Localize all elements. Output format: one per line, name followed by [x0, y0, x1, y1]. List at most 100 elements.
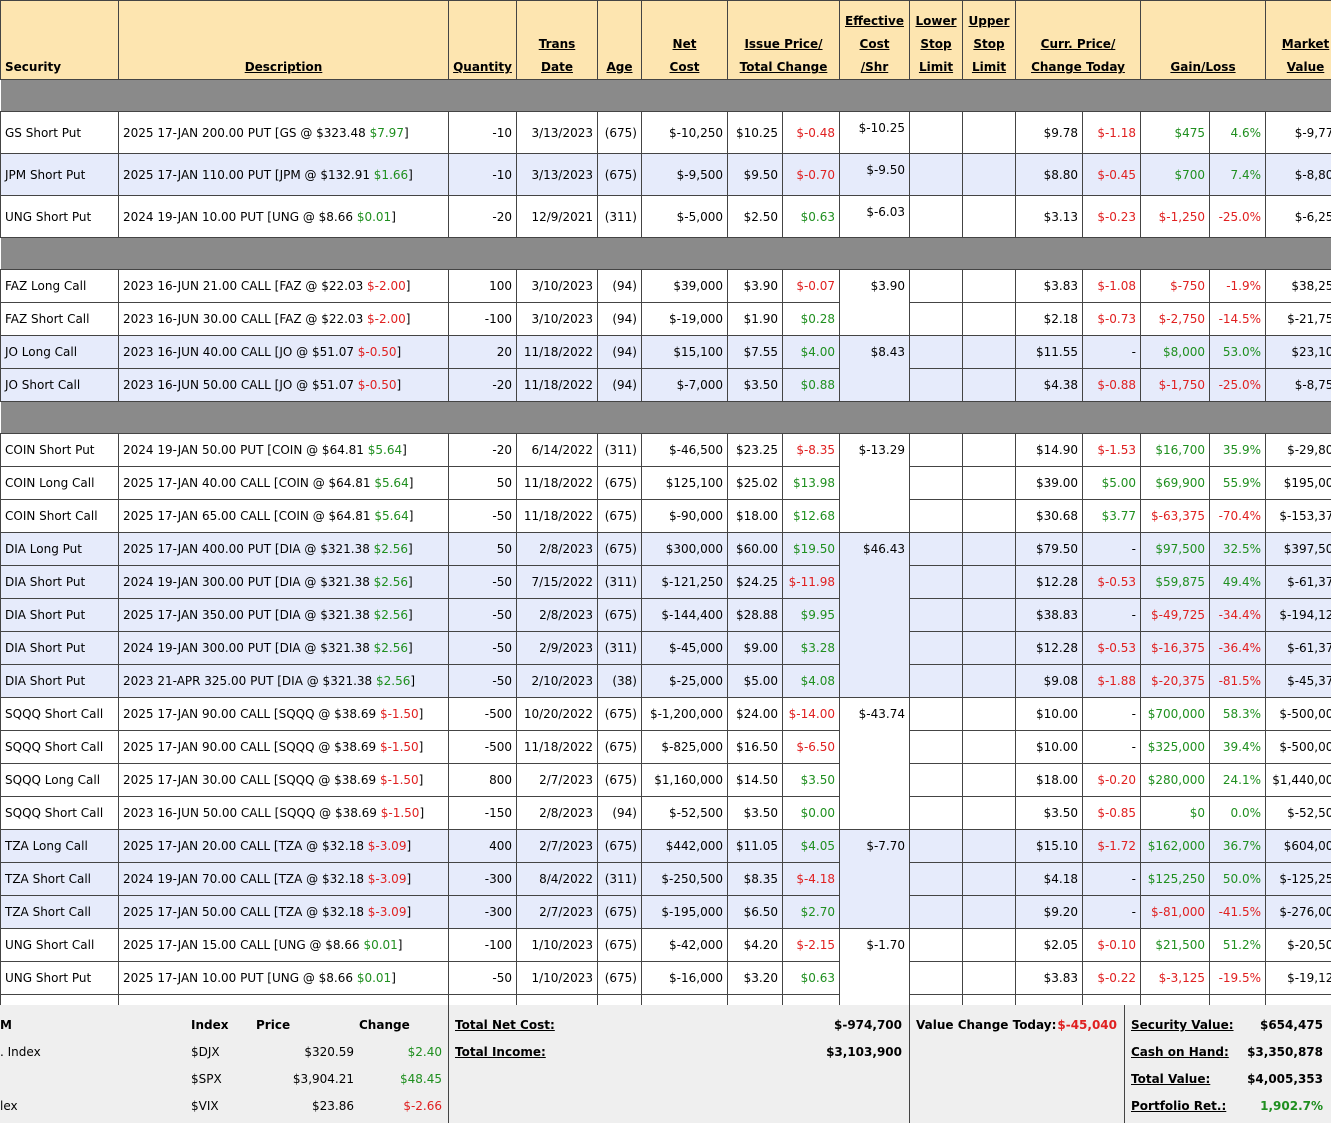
col-trans-date[interactable]: Trans Date [516, 0, 598, 80]
col-net-cost[interactable]: Net Cost [641, 0, 728, 80]
col-issue-price[interactable]: Issue Price/Total Change [727, 0, 840, 80]
lower-stop-limit[interactable] [909, 499, 963, 533]
lower-stop-limit[interactable] [909, 796, 963, 830]
lower-stop-limit[interactable] [909, 598, 963, 632]
security-name[interactable]: DIA Short Put [0, 598, 119, 632]
lower-stop-limit[interactable] [909, 302, 963, 336]
upper-stop-limit[interactable] [962, 499, 1016, 533]
lower-stop-limit[interactable] [909, 895, 963, 929]
position-row[interactable]: FAZ Long Call 2023 16-JUN 21.00 CALL [FAZ… [0, 269, 1331, 336]
position-row[interactable]: COIN Long Call 2025 17-JAN 40.00 CALL [CO… [0, 466, 1331, 500]
position-row[interactable]: DIA Long Put 2025 17-JAN 400.00 PUT [DIA … [0, 532, 1331, 698]
upper-stop-limit[interactable] [962, 153, 1016, 196]
position-row[interactable]: GS Short Put 2025 17-JAN 200.00 PUT [GS @… [0, 111, 1331, 154]
upper-stop-limit[interactable] [962, 598, 1016, 632]
security-name[interactable]: JO Long Call [0, 335, 119, 369]
upper-stop-limit[interactable] [962, 697, 1016, 731]
security-name[interactable]: DIA Short Put [0, 664, 119, 698]
security-name[interactable]: DIA Short Put [0, 565, 119, 599]
upper-stop-limit[interactable] [962, 111, 1016, 154]
col-gain-loss[interactable]: Gain/Loss [1139, 0, 1267, 80]
position-row[interactable]: SQQQ Short Call 2025 17-JAN 90.00 CALL [S… [0, 730, 1331, 764]
upper-stop-limit[interactable] [962, 961, 1016, 995]
security-name[interactable]: SQQQ Long Call [0, 763, 119, 797]
lower-stop-limit[interactable] [909, 862, 963, 896]
upper-stop-limit[interactable] [962, 664, 1016, 698]
upper-stop-limit[interactable] [962, 466, 1016, 500]
position-row[interactable]: DIA Short Put 2024 19-JAN 300.00 PUT [DIA… [0, 565, 1331, 599]
security-name[interactable]: FAZ Short Call [0, 302, 119, 336]
security-name[interactable]: SQQQ Short Call [0, 697, 119, 731]
upper-stop-limit[interactable] [962, 565, 1016, 599]
lower-stop-limit[interactable] [909, 269, 963, 303]
upper-stop-limit[interactable] [962, 302, 1016, 336]
lower-stop-limit[interactable] [909, 335, 963, 369]
position-row[interactable]: DIA Short Put 2023 21-APR 325.00 PUT [DIA… [0, 664, 1331, 698]
col-age[interactable]: Age [597, 0, 642, 80]
lower-stop-limit[interactable] [909, 368, 963, 402]
lower-stop-limit[interactable] [909, 730, 963, 764]
upper-stop-limit[interactable] [962, 433, 1016, 467]
lower-stop-limit[interactable] [909, 697, 963, 731]
col-upper-stop[interactable]: Upper Stop Limit [962, 0, 1016, 80]
position-row[interactable]: UNG Short Put 2024 19-JAN 10.00 PUT [UNG … [0, 195, 1331, 238]
security-name[interactable]: UNG Short Put [0, 195, 119, 238]
lower-stop-limit[interactable] [909, 433, 963, 467]
position-row[interactable]: COIN Short Put 2024 19-JAN 50.00 PUT [COI… [0, 433, 1331, 533]
lower-stop-limit[interactable] [909, 195, 963, 238]
position-row[interactable]: COIN Short Call 2025 17-JAN 65.00 CALL [C… [0, 499, 1331, 533]
lower-stop-limit[interactable] [909, 565, 963, 599]
lower-stop-limit[interactable] [909, 763, 963, 797]
security-name[interactable]: GS Short Put [0, 111, 119, 154]
position-row[interactable]: UNG Short Call 2025 17-JAN 15.00 CALL [UN… [0, 928, 1331, 1028]
security-name[interactable]: JPM Short Put [0, 153, 119, 196]
col-curr-price[interactable]: Curr. Price/Change Today [1015, 0, 1141, 80]
upper-stop-limit[interactable] [962, 368, 1016, 402]
security-name[interactable]: COIN Short Call [0, 499, 119, 533]
position-row[interactable]: JPM Short Put 2025 17-JAN 110.00 PUT [JPM… [0, 153, 1331, 196]
lower-stop-limit[interactable] [909, 111, 963, 154]
security-name[interactable]: SQQQ Short Call [0, 796, 119, 830]
col-quantity[interactable]: Quantity [448, 0, 517, 80]
upper-stop-limit[interactable] [962, 532, 1016, 566]
security-name[interactable]: UNG Short Call [0, 928, 119, 962]
lower-stop-limit[interactable] [909, 928, 963, 962]
col-effective-cost[interactable]: Effective Cost/Shr [839, 0, 910, 80]
position-row[interactable]: DIA Short Put 2025 17-JAN 350.00 PUT [DIA… [0, 598, 1331, 632]
col-security[interactable]: Security [0, 0, 119, 80]
lower-stop-limit[interactable] [909, 532, 963, 566]
security-name[interactable]: DIA Long Put [0, 532, 119, 566]
position-row[interactable]: JO Short Call 2023 16-JUN 50.00 CALL [JO … [0, 368, 1331, 402]
upper-stop-limit[interactable] [962, 829, 1016, 863]
lower-stop-limit[interactable] [909, 961, 963, 995]
position-row[interactable]: UNG Short Put 2025 17-JAN 10.00 PUT [UNG … [0, 961, 1331, 995]
upper-stop-limit[interactable] [962, 895, 1016, 929]
security-name[interactable]: COIN Long Call [0, 466, 119, 500]
position-row[interactable]: TZA Long Call 2025 17-JAN 20.00 CALL [TZA… [0, 829, 1331, 929]
security-name[interactable]: FAZ Long Call [0, 269, 119, 303]
upper-stop-limit[interactable] [962, 928, 1016, 962]
position-row[interactable]: DIA Short Put 2024 19-JAN 300.00 PUT [DIA… [0, 631, 1331, 665]
security-name[interactable]: TZA Short Call [0, 895, 119, 929]
lower-stop-limit[interactable] [909, 664, 963, 698]
upper-stop-limit[interactable] [962, 269, 1016, 303]
upper-stop-limit[interactable] [962, 730, 1016, 764]
position-row[interactable]: JO Long Call 2023 16-JUN 40.00 CALL [JO @… [0, 335, 1331, 402]
lower-stop-limit[interactable] [909, 829, 963, 863]
upper-stop-limit[interactable] [962, 763, 1016, 797]
lower-stop-limit[interactable] [909, 466, 963, 500]
upper-stop-limit[interactable] [962, 631, 1016, 665]
position-row[interactable]: FAZ Short Call 2023 16-JUN 30.00 CALL [FA… [0, 302, 1331, 336]
security-name[interactable]: COIN Short Put [0, 433, 119, 467]
position-row[interactable]: TZA Short Call 2025 17-JAN 50.00 CALL [TZ… [0, 895, 1331, 929]
col-lower-stop[interactable]: Lower Stop Limit [909, 0, 963, 80]
security-name[interactable]: TZA Short Call [0, 862, 119, 896]
position-row[interactable]: SQQQ Short Call 2025 17-JAN 90.00 CALL [S… [0, 697, 1331, 830]
security-name[interactable]: DIA Short Put [0, 631, 119, 665]
lower-stop-limit[interactable] [909, 153, 963, 196]
upper-stop-limit[interactable] [962, 862, 1016, 896]
position-row[interactable]: TZA Short Call 2024 19-JAN 70.00 CALL [TZ… [0, 862, 1331, 896]
position-row[interactable]: SQQQ Long Call 2025 17-JAN 30.00 CALL [SQ… [0, 763, 1331, 797]
upper-stop-limit[interactable] [962, 796, 1016, 830]
col-market-value[interactable]: Market Value [1265, 0, 1331, 80]
